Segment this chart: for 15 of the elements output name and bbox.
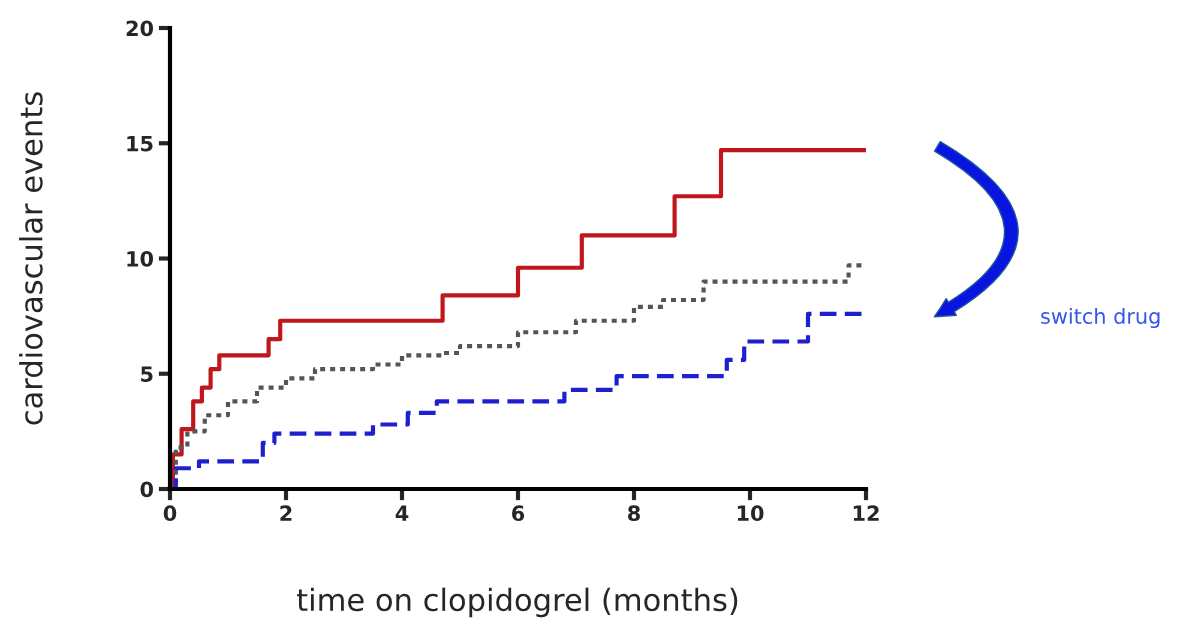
y-tick-label: 0 <box>140 481 154 498</box>
x-tick-label: 0 <box>163 505 177 522</box>
y-tick-label: 20 <box>126 20 154 37</box>
x-tick-label: 8 <box>628 505 640 522</box>
x-tick-label: 12 <box>853 505 879 521</box>
x-tick-label: 6 <box>512 505 525 522</box>
y-tick-label: 5 <box>141 366 153 382</box>
text: switch drug <box>1041 307 1160 329</box>
x-axis-title: time on clopidogrel (months) <box>296 587 738 618</box>
x-tick-label: 10 <box>737 505 764 522</box>
y-tick-label: 10 <box>127 250 154 267</box>
x-tick-label: 4 <box>395 505 409 521</box>
x-tick-label: 2 <box>280 505 292 521</box>
y-tick-label: 15 <box>127 135 153 152</box>
y-axis-title: cardiovascular events <box>19 92 43 425</box>
